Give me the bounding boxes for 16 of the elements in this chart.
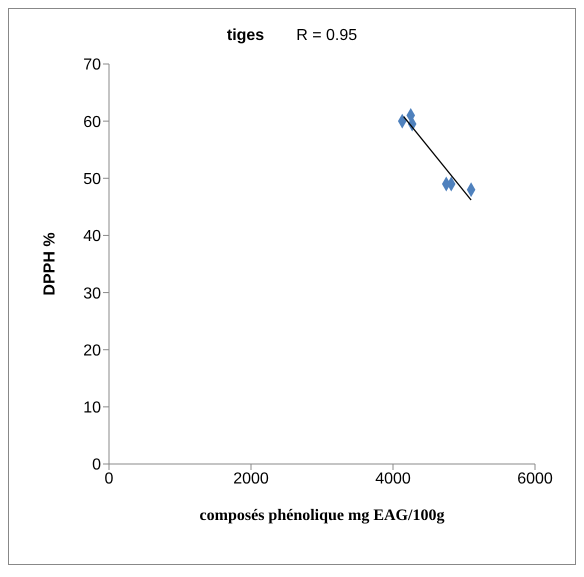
y-tick-label: 30 [83,285,102,302]
y-tick-label: 0 [92,456,102,474]
text: R = 0.95 [296,27,358,44]
y-axis-title: DPPH % [42,232,59,296]
y-tick-label: 50 [83,170,102,188]
x-axis-title: composés phénolique mg EAG/100g [200,507,444,524]
y-tick-label: 60 [83,114,102,131]
y-tick-label: 40 [83,228,102,246]
x-tick-label: 6000 [517,470,553,488]
x-tick-label: 4000 [375,470,411,488]
x-tick-label: 0 [104,470,114,488]
y-tick-label: 20 [83,342,102,360]
y-tick-label: 10 [83,400,102,417]
y-tick-label: 70 [83,56,102,74]
x-tick-label: 2000 [233,470,269,488]
chart-title: tiges [226,27,264,44]
